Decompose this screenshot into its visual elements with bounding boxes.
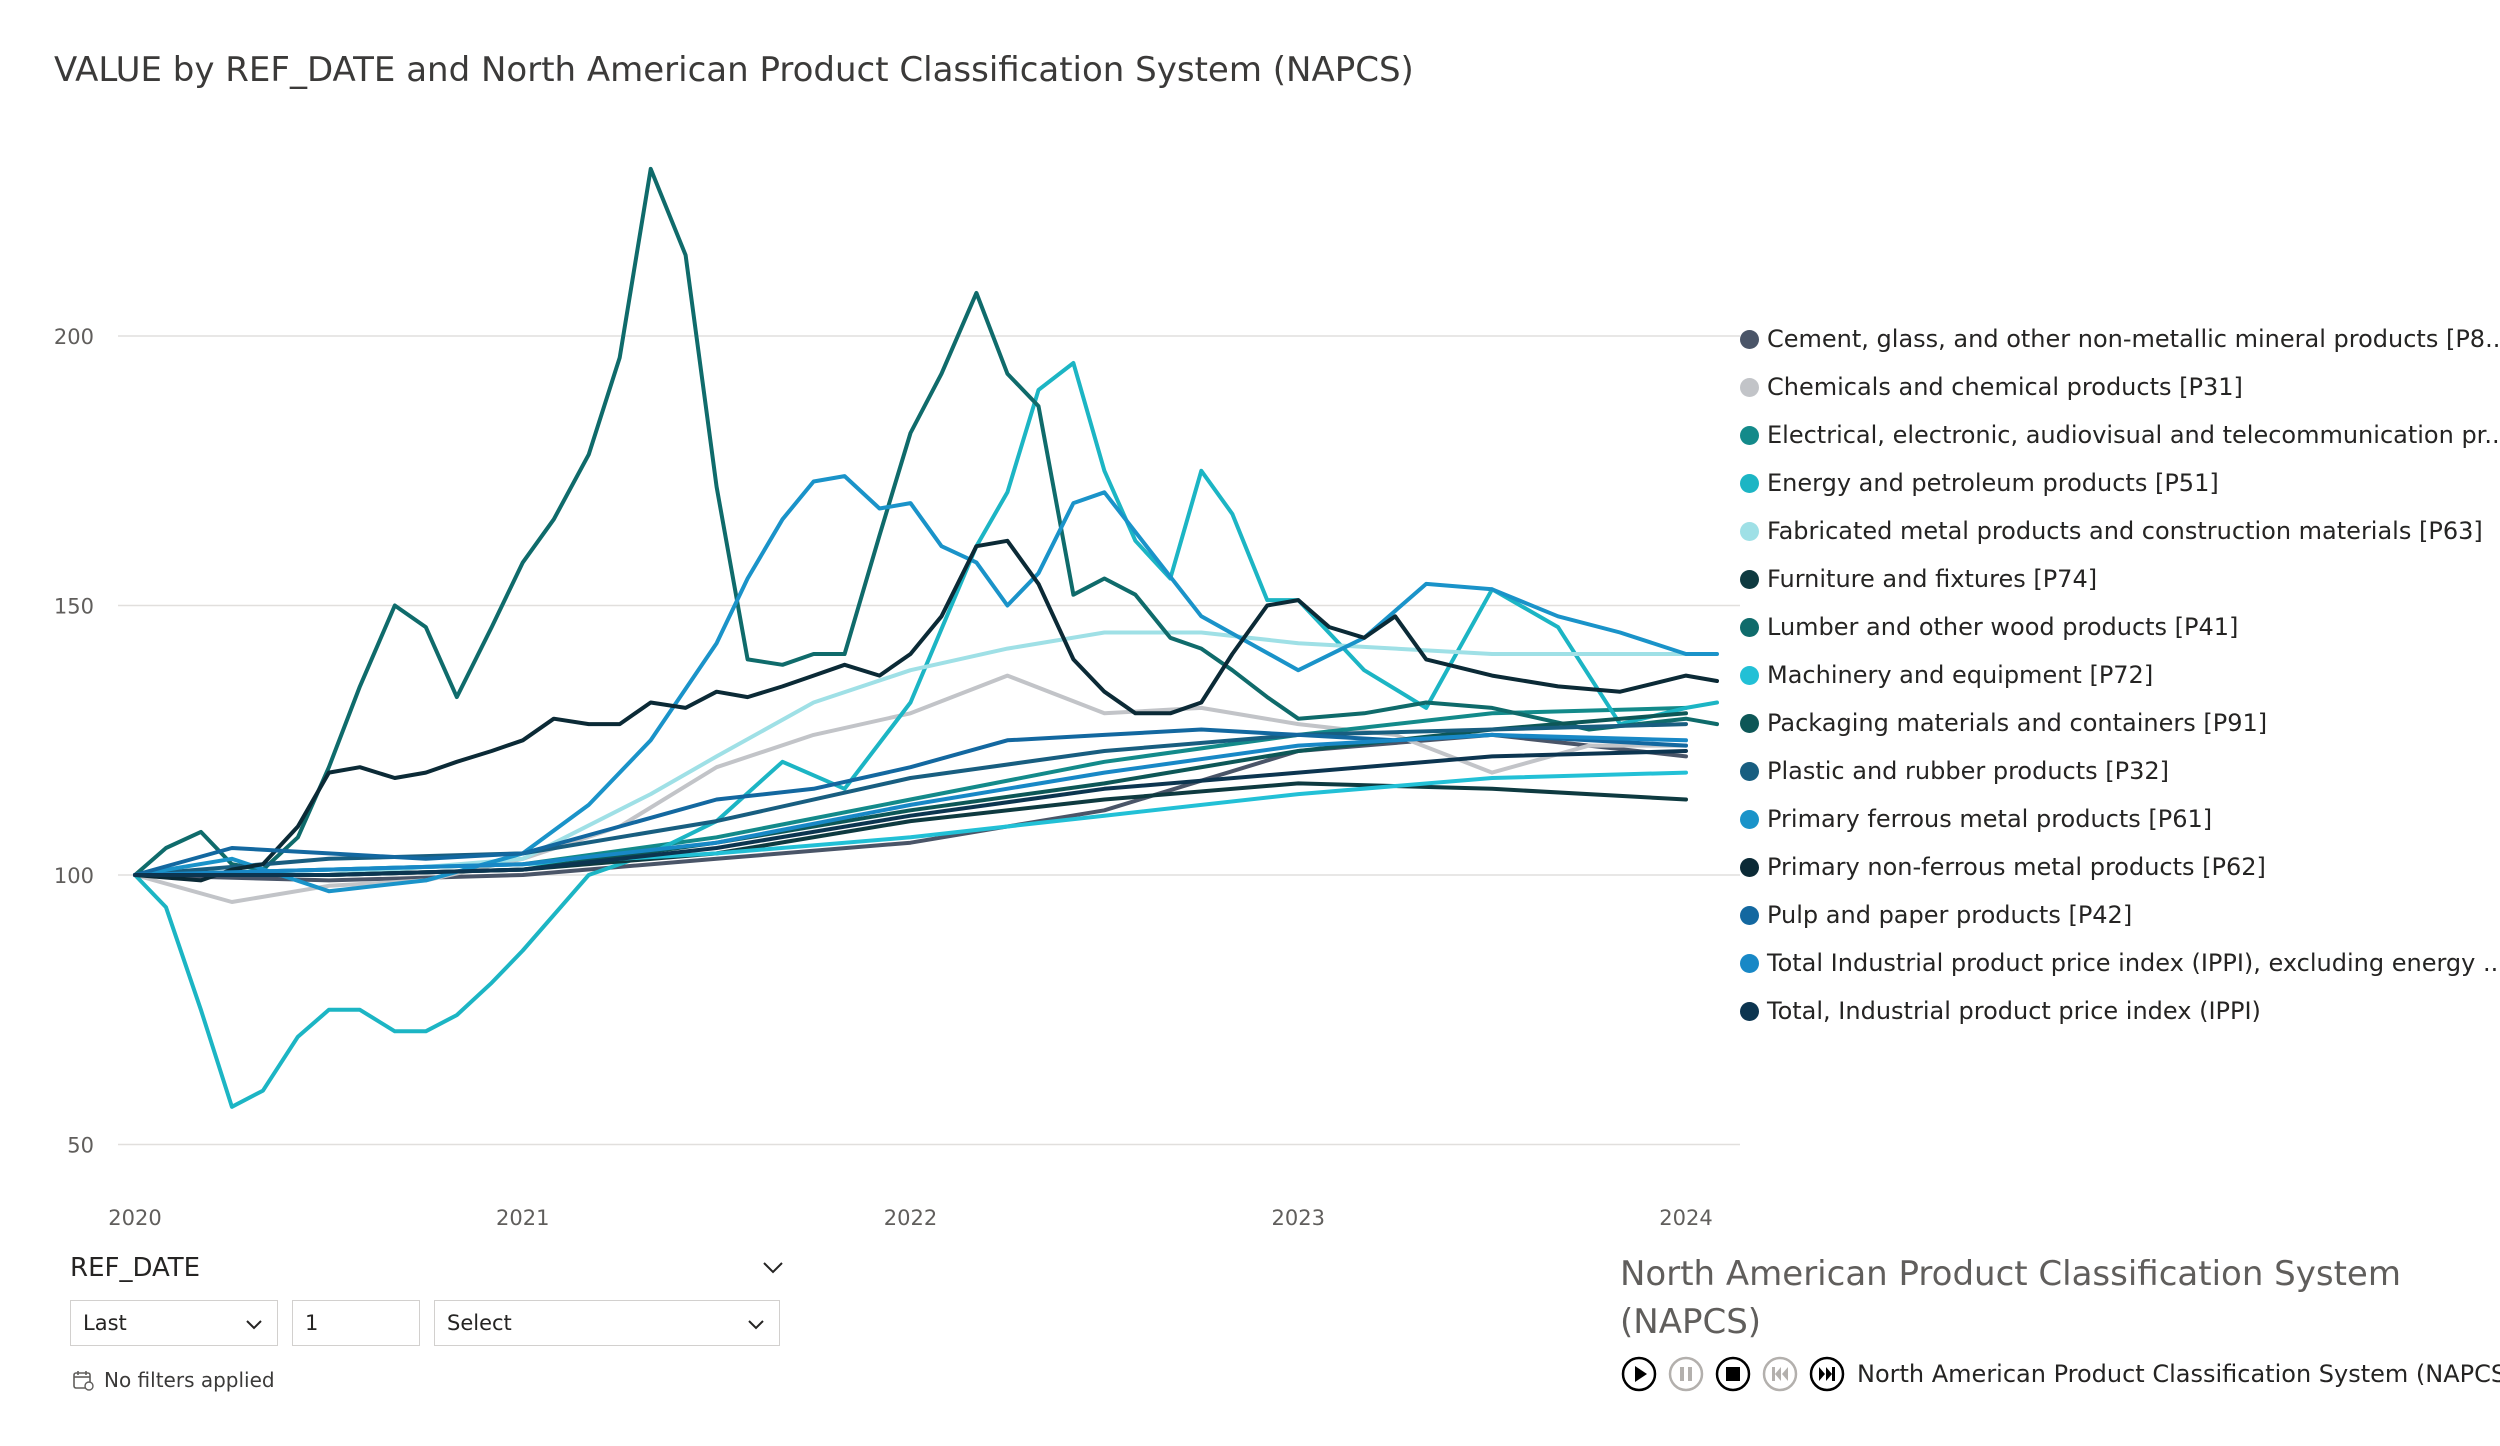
legend-marker-icon xyxy=(1740,713,1759,733)
filter-status: No filters applied xyxy=(72,1368,275,1392)
legend-item[interactable]: Packaging materials and containers [P91] xyxy=(1740,699,2267,747)
legend-item[interactable]: Energy and petroleum products [P51] xyxy=(1740,459,2219,507)
play-icon[interactable] xyxy=(1620,1355,1658,1393)
legend-marker-icon xyxy=(1740,665,1759,685)
slicer-title: REF_DATE xyxy=(70,1253,201,1283)
legend-marker-icon xyxy=(1740,377,1759,397)
legend-label: Plastic and rubber products [P32] xyxy=(1767,757,2170,785)
legend-label: Chemicals and chemical products [P31] xyxy=(1767,373,2243,401)
legend-marker-icon xyxy=(1740,761,1759,781)
x-tick-label: 2023 xyxy=(1272,1206,1325,1230)
relative-date-mode-dropdown[interactable]: Last xyxy=(70,1300,278,1346)
legend-item[interactable]: Machinery and equipment [P72] xyxy=(1740,651,2153,699)
relative-date-unit-dropdown[interactable]: Select xyxy=(434,1300,780,1346)
y-tick-label: 50 xyxy=(67,1134,94,1158)
series-line-7[interactable] xyxy=(133,166,1719,877)
play-axis-title: North American Product Classification Sy… xyxy=(1620,1254,2401,1342)
legend-item[interactable]: Furniture and fixtures [P74] xyxy=(1740,555,2097,603)
legend-item[interactable]: Electrical, electronic, audiovisual and … xyxy=(1740,411,2500,459)
previous-icon[interactable] xyxy=(1761,1355,1799,1393)
filter-status-text: No filters applied xyxy=(104,1368,275,1392)
legend-marker-icon xyxy=(1740,329,1759,349)
series-line-14[interactable] xyxy=(133,732,1688,877)
visual-title: VALUE by REF_DATE and North American Pro… xyxy=(54,50,1414,90)
legend-marker-icon xyxy=(1740,905,1759,925)
legend-item[interactable]: Chemicals and chemical products [P31] xyxy=(1740,363,2243,411)
legend-item[interactable]: Primary ferrous metal products [P61] xyxy=(1740,795,2212,843)
slicer-collapse-chevron-icon[interactable] xyxy=(758,1253,788,1283)
legend-label: Lumber and other wood products [P41] xyxy=(1767,613,2239,641)
relative-date-count-value: 1 xyxy=(305,1311,319,1335)
legend-item[interactable]: Total Industrial product price index (IP… xyxy=(1740,939,2500,987)
legend-marker-icon xyxy=(1740,1001,1759,1021)
calendar-filter-icon xyxy=(73,1371,94,1391)
legend-item[interactable]: Plastic and rubber products [P32] xyxy=(1740,747,2169,795)
legend-marker-icon xyxy=(1740,809,1759,829)
legend-label: Cement, glass, and other non-metallic mi… xyxy=(1767,325,2500,353)
legend-item[interactable]: Total, Industrial product price index (I… xyxy=(1740,987,2261,1035)
legend-label: Pulp and paper products [P42] xyxy=(1767,901,2133,929)
legend-marker-icon xyxy=(1740,473,1759,493)
legend-label: Total, Industrial product price index (I… xyxy=(1767,997,2261,1025)
legend-label: Primary ferrous metal products [P61] xyxy=(1767,805,2213,833)
series-line-15[interactable] xyxy=(133,749,1688,877)
pause-icon[interactable] xyxy=(1667,1355,1705,1393)
legend-label: Total Industrial product price index (IP… xyxy=(1767,949,2500,977)
next-icon[interactable] xyxy=(1808,1355,1846,1393)
x-tick-label: 2021 xyxy=(496,1206,549,1230)
legend-item[interactable]: Fabricated metal products and constructi… xyxy=(1740,507,2483,555)
legend-item[interactable]: Cement, glass, and other non-metallic mi… xyxy=(1740,315,2500,363)
relative-date-unit-placeholder: Select xyxy=(447,1311,512,1335)
legend-marker-icon xyxy=(1740,521,1759,541)
line-chart[interactable]: 50 100 150 200 2020 2021 2022 2023 2024 xyxy=(0,0,1760,1250)
x-tick-label: 2020 xyxy=(108,1206,161,1230)
legend-marker-icon xyxy=(1740,617,1759,637)
y-tick-label: 150 xyxy=(54,595,94,619)
x-tick-label: 2022 xyxy=(884,1206,937,1230)
series-line-12[interactable] xyxy=(133,538,1719,883)
legend-label: Machinery and equipment [P72] xyxy=(1767,661,2154,689)
x-tick-label: 2024 xyxy=(1659,1206,1712,1230)
legend-label: Furniture and fixtures [P74] xyxy=(1767,565,2098,593)
relative-date-count-input[interactable]: 1 xyxy=(292,1300,420,1346)
y-tick-label: 200 xyxy=(54,325,94,349)
series-line-6[interactable] xyxy=(133,781,1688,877)
chevron-down-icon xyxy=(246,1320,262,1330)
legend-label: Fabricated metal products and constructi… xyxy=(1767,517,2483,545)
legend-label: Electrical, electronic, audiovisual and … xyxy=(1767,421,2500,449)
stop-icon[interactable] xyxy=(1714,1355,1752,1393)
play-axis-controls: North American Product Classification Sy… xyxy=(1620,1355,2500,1393)
y-tick-label: 100 xyxy=(54,864,94,888)
legend-item[interactable]: Primary non-ferrous metal products [P62] xyxy=(1740,843,2266,891)
play-axis-field-label: North American Product Classification Sy… xyxy=(1857,1360,2500,1388)
series-line-5[interactable] xyxy=(133,630,1688,877)
series-line-13[interactable] xyxy=(133,727,1688,877)
legend-marker-icon xyxy=(1740,425,1759,445)
series-line-11[interactable] xyxy=(133,474,1719,894)
legend-marker-icon xyxy=(1740,569,1759,589)
legend-item[interactable]: Lumber and other wood products [P41] xyxy=(1740,603,2238,651)
legend-label: Primary non-ferrous metal products [P62] xyxy=(1767,853,2266,881)
legend-label: Packaging materials and containers [P91] xyxy=(1767,709,2268,737)
series-line-4[interactable] xyxy=(133,361,1719,1109)
legend-marker-icon xyxy=(1740,857,1759,877)
chevron-down-icon xyxy=(748,1320,764,1330)
legend-marker-icon xyxy=(1740,953,1759,973)
legend-item[interactable]: Pulp and paper products [P42] xyxy=(1740,891,2132,939)
relative-date-mode-value: Last xyxy=(83,1311,127,1335)
legend-label: Energy and petroleum products [P51] xyxy=(1767,469,2219,497)
